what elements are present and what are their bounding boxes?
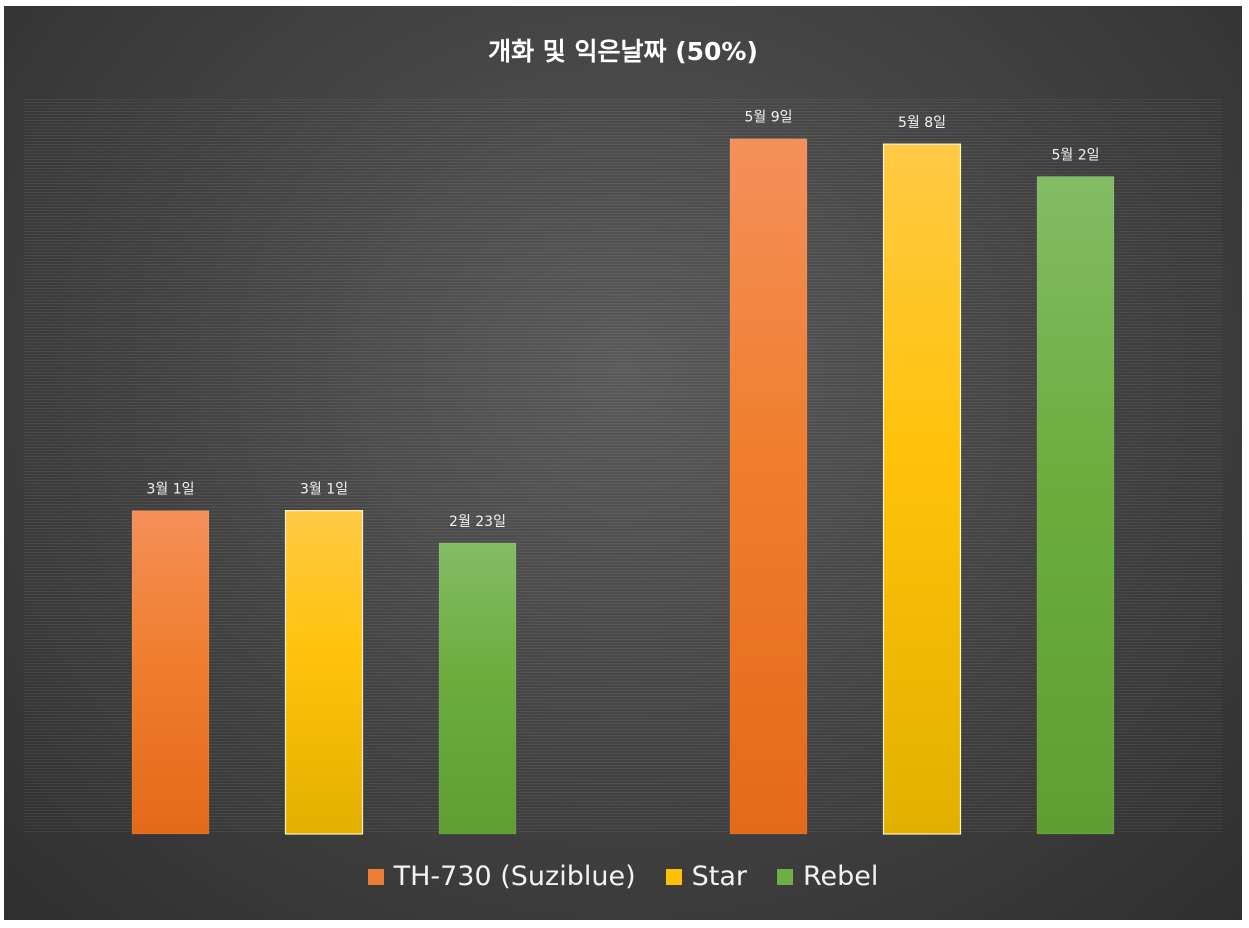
legend-item-rebel: Rebel [776,861,879,892]
chart-title: 개화 및 익은날짜 (50%) [488,37,758,66]
plot-area: 3월 1일 5월 9일 3월 1일 5월 8일 2월 23일 5월 2일 [24,97,1222,835]
chart-area: 개화 및 익은날짜 (50%) 3월 1일 5 [4,6,1242,920]
bar-series1-cat1 [882,143,962,835]
legend-item-star: Star [665,861,747,892]
data-label-series1-cat1: 5월 8일 [898,115,946,131]
bar-series0-cat1 [729,138,808,835]
bar-series1-cat0 [284,510,364,835]
data-label-series0-cat1: 5월 9일 [744,110,792,126]
bars-layer: 3월 1일 5월 9일 3월 1일 5월 8일 2월 23일 5월 2일 [131,110,1115,835]
legend: TH-730 (Suziblue) Star Rebel [4,861,1242,892]
legend-item-th730: TH-730 (Suziblue) [367,861,636,892]
data-label-series2-cat0: 2월 23일 [449,514,506,530]
legend-label-star: Star [691,861,747,892]
bar-series2-cat1 [1036,176,1115,835]
bar-series0-cat0 [131,510,210,835]
data-label-series2-cat1: 5월 2일 [1051,147,1099,163]
legend-swatch-rebel [776,868,793,885]
data-label-series0-cat0: 3월 1일 [146,482,194,498]
legend-swatch-th730 [367,868,384,885]
legend-label-rebel: Rebel [802,861,879,892]
data-label-series1-cat0: 3월 1일 [300,482,348,498]
legend-label-th730: TH-730 (Suziblue) [393,861,636,892]
legend-swatch-star [665,868,682,885]
bar-series2-cat0 [438,542,517,835]
plot-background [24,97,1222,834]
